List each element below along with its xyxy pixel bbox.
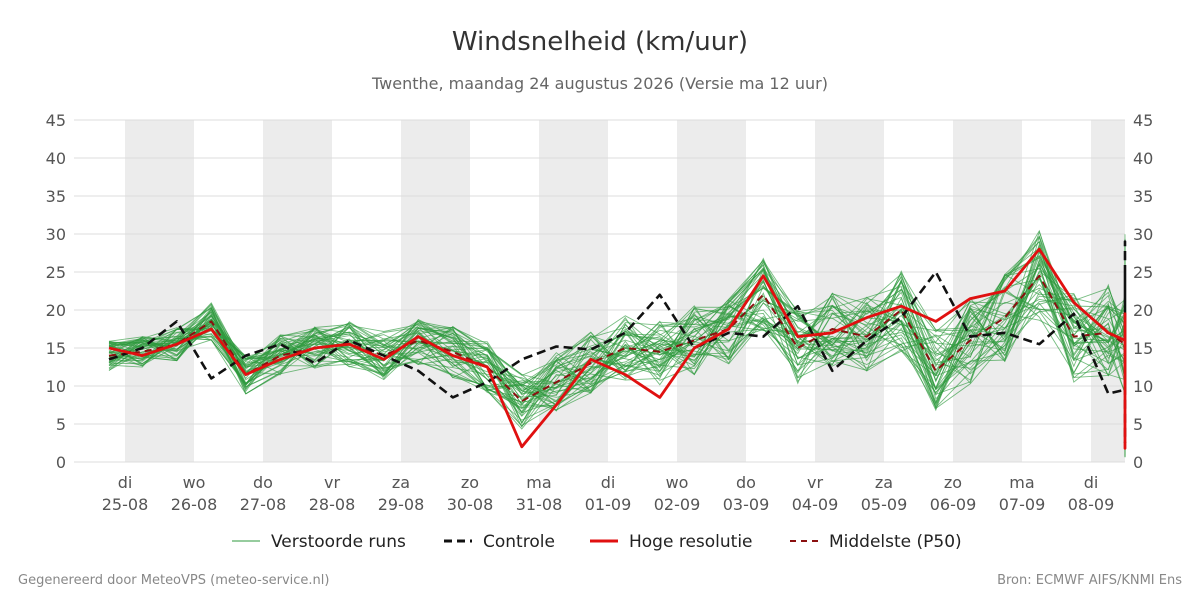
y-axis-left: 0 5 10 15 20 25 30 35 40 45	[46, 111, 66, 472]
night-band	[263, 120, 332, 462]
y-tick-label: 35	[46, 187, 66, 206]
legend-hires-label: Hoge resolutie	[629, 532, 753, 552]
footer-generated-by: Gegenereerd door MeteoVPS (meteo-service…	[18, 573, 329, 588]
y-tick-label: 30	[46, 225, 66, 244]
y-tick-label-right: 30	[1133, 225, 1153, 244]
y-tick-label: 5	[56, 415, 66, 434]
night-band	[539, 120, 608, 462]
y-tick-label-right: 5	[1133, 415, 1143, 434]
x-tick-day: wo	[666, 473, 689, 492]
x-tick-day: do	[253, 473, 273, 492]
x-tick-day: zo	[461, 473, 479, 492]
y-tick-label: 25	[46, 263, 66, 282]
x-tick-date: 05-09	[861, 495, 908, 514]
y-tick-label-right: 40	[1133, 149, 1153, 168]
y-tick-label: 20	[46, 301, 66, 320]
y-tick-label-right: 0	[1133, 453, 1143, 472]
legend-median-label: Middelste (P50)	[829, 532, 962, 552]
night-band	[401, 120, 470, 462]
chart-title: Windsnelheid (km/uur)	[452, 27, 748, 57]
x-tick-date: 31-08	[516, 495, 563, 514]
footer-source: Bron: ECMWF AIFS/KNMI Ens	[997, 573, 1182, 588]
x-tick-date: 03-09	[723, 495, 770, 514]
x-tick-day: ma	[1009, 473, 1034, 492]
x-tick-date: 25-08	[102, 495, 149, 514]
y-tick-label: 15	[46, 339, 66, 358]
hires-series-line	[108, 247, 1127, 450]
x-axis: di 25-08 wo 26-08 do 27-08 vr 28-08 za 29-08 zo 30-…	[102, 473, 1115, 514]
x-tick-date: 27-08	[240, 495, 287, 514]
x-tick-date: 01-09	[585, 495, 632, 514]
x-tick-date: 29-08	[378, 495, 425, 514]
night-band	[815, 120, 884, 462]
x-tick-day: di	[118, 473, 133, 492]
chart-subtitle: Twenthe, maandag 24 augustus 2026 (Versi…	[371, 74, 828, 93]
y-tick-label-right: 45	[1133, 111, 1153, 130]
y-tick-label-right: 35	[1133, 187, 1153, 206]
y-tick-label: 45	[46, 111, 66, 130]
main-series	[108, 240, 1127, 450]
x-tick-date: 08-09	[1068, 495, 1115, 514]
x-tick-day: ma	[526, 473, 551, 492]
x-tick-day: di	[601, 473, 616, 492]
x-tick-date: 02-09	[654, 495, 701, 514]
y-tick-label-right: 15	[1133, 339, 1153, 358]
x-tick-date: 26-08	[171, 495, 218, 514]
x-tick-day: do	[736, 473, 756, 492]
legend-ensemble-label: Verstoorde runs	[271, 532, 406, 552]
night-band	[953, 120, 1022, 462]
y-tick-label: 40	[46, 149, 66, 168]
night-band	[1091, 120, 1125, 462]
legend-control-label: Controle	[483, 532, 555, 552]
x-tick-day: di	[1084, 473, 1099, 492]
x-tick-date: 30-08	[447, 495, 494, 514]
x-tick-day: zo	[944, 473, 962, 492]
x-tick-date: 04-09	[792, 495, 839, 514]
x-tick-day: za	[875, 473, 893, 492]
x-tick-date: 06-09	[930, 495, 977, 514]
x-tick-day: wo	[183, 473, 206, 492]
y-tick-label-right: 20	[1133, 301, 1153, 320]
x-tick-date: 07-09	[999, 495, 1046, 514]
legend: Verstoorde runs Controle Hoge resolutie …	[232, 532, 962, 552]
x-tick-day: za	[392, 473, 410, 492]
x-tick-day: vr	[324, 473, 340, 492]
y-tick-label: 0	[56, 453, 66, 472]
x-tick-date: 28-08	[309, 495, 356, 514]
y-tick-label: 10	[46, 377, 66, 396]
y-tick-label-right: 25	[1133, 263, 1153, 282]
y-axis-right: 0 5 10 15 20 25 30 35 40 45	[1133, 111, 1153, 472]
night-band	[125, 120, 194, 462]
night-band	[677, 120, 746, 462]
x-tick-day: vr	[807, 473, 823, 492]
y-tick-label-right: 10	[1133, 377, 1153, 396]
night-bands	[125, 120, 1125, 462]
